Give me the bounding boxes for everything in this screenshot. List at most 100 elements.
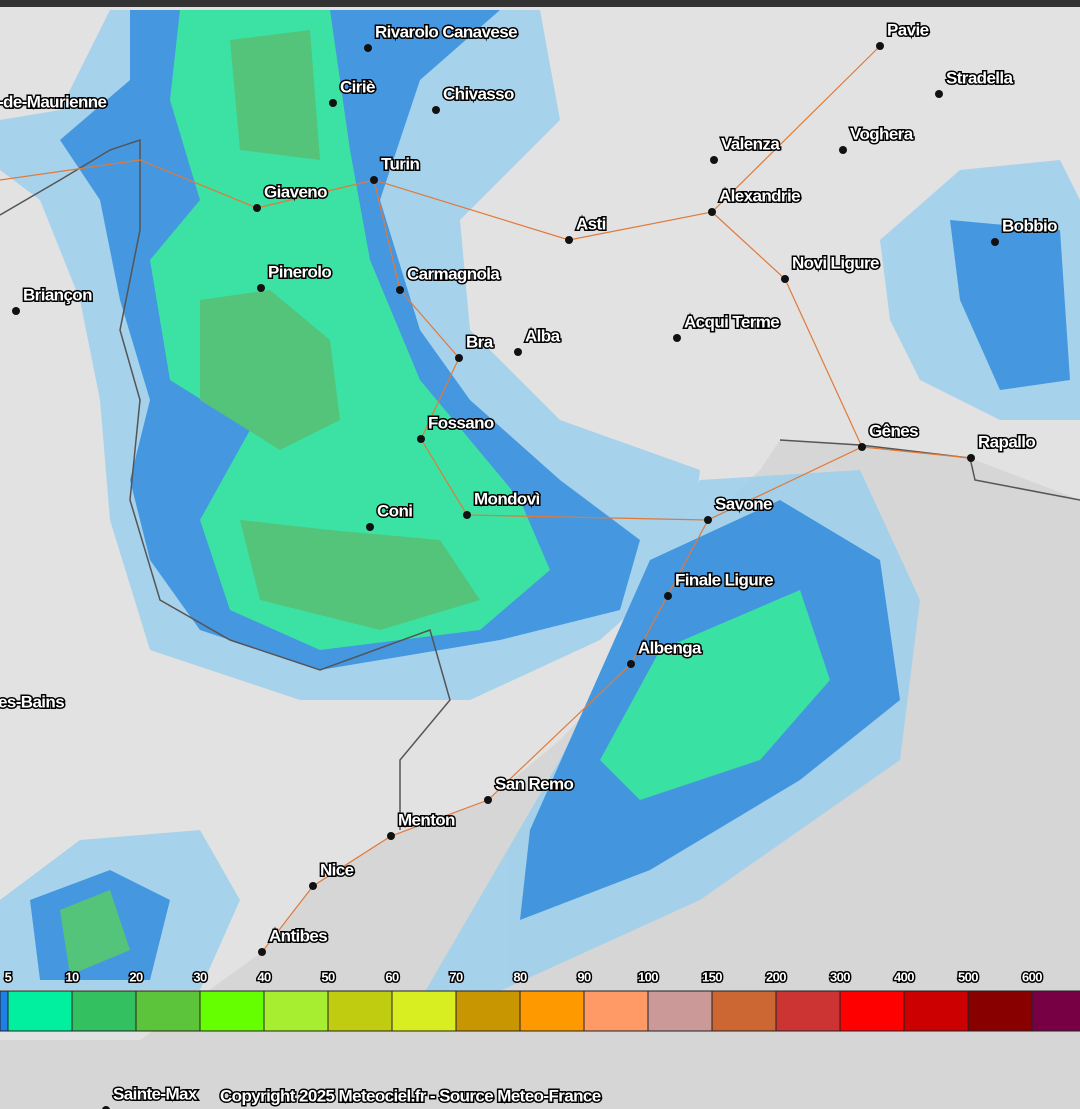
legend-label: 40 — [257, 969, 271, 984]
city-label: Nice — [320, 860, 354, 879]
legend-swatch — [199, 990, 265, 1032]
city-dot — [627, 660, 635, 668]
city-label: Finale Ligure — [675, 570, 773, 589]
city-label: San Remo — [495, 774, 574, 793]
legend-swatch — [647, 990, 713, 1032]
legend-label: 400 — [894, 969, 914, 984]
copyright: Copyright 2025 Meteociel.fr - Source Met… — [220, 1086, 601, 1105]
city-dot — [366, 523, 374, 531]
legend-swatch — [135, 990, 201, 1032]
precipitation — [0, 10, 1080, 1000]
legend-swatch — [1031, 990, 1080, 1032]
city-label: Chivasso — [443, 84, 514, 103]
city-dot — [876, 42, 884, 50]
city-label: Briançon — [23, 285, 92, 304]
legend-label: 50 — [321, 969, 335, 984]
legend-swatch — [71, 990, 137, 1032]
city-dot — [396, 286, 404, 294]
legend-swatch — [519, 990, 585, 1032]
city-dot — [12, 307, 20, 315]
cities: Rivarolo Canavese Ciriè Chivasso Turin Giave… — [0, 19, 1059, 1109]
city-label: Voghera — [850, 124, 914, 143]
city-dot — [309, 882, 317, 890]
city-label: Sainte-Max — [113, 1084, 198, 1103]
city-label: Ciriè — [340, 77, 375, 96]
legend-label: 80 — [513, 969, 527, 984]
city-dot — [991, 238, 999, 246]
city-dot — [935, 90, 943, 98]
city-dot — [565, 236, 573, 244]
city-label: Coni — [377, 501, 412, 520]
legend-label: 5 — [5, 969, 12, 984]
city-label: Acqui Terme — [684, 312, 779, 331]
city-label: Alba — [525, 326, 561, 345]
legend-swatch — [263, 990, 329, 1032]
city-label: Antibes — [269, 926, 327, 945]
city-label: Turin — [381, 154, 419, 173]
legend-swatch — [775, 990, 841, 1032]
legend-label: 300 — [830, 969, 850, 984]
city-label: Rivarolo Canavese — [375, 22, 517, 41]
city-dot — [514, 348, 522, 356]
city-dot — [329, 99, 337, 107]
city-label: Pavie — [887, 20, 929, 39]
legend-label: 600 — [1022, 969, 1042, 984]
city-dot — [387, 832, 395, 840]
city-dot — [258, 948, 266, 956]
city-label: -de-Maurienne — [0, 92, 107, 111]
legend-label: 200 — [766, 969, 786, 984]
city-dot — [455, 354, 463, 362]
legend-label: 10 — [65, 969, 79, 984]
city-label: Fossano — [428, 413, 494, 432]
legend-label: 90 — [577, 969, 591, 984]
city-label: Savone — [715, 494, 772, 513]
city-dot — [673, 334, 681, 342]
city-label: Gênes — [869, 421, 918, 440]
legend-swatch — [711, 990, 777, 1032]
legend-label: 150 — [702, 969, 722, 984]
city-dot — [664, 592, 672, 600]
city-label: Bobbio — [1002, 216, 1057, 235]
city-dot — [708, 208, 716, 216]
city-label: Rapallo — [978, 432, 1035, 451]
legend-swatch — [391, 990, 457, 1032]
city-dot — [967, 454, 975, 462]
city-dot — [781, 275, 789, 283]
city-label: Albenga — [638, 638, 702, 657]
legend-label: 60 — [385, 969, 399, 984]
city-dot — [370, 176, 378, 184]
legend-label: 70 — [449, 969, 463, 984]
city-label: Giaveno — [264, 182, 327, 201]
city-label: Mondovì — [474, 489, 540, 508]
top-bar — [0, 0, 1080, 7]
city-label: Menton — [398, 810, 455, 829]
city-dot — [432, 106, 440, 114]
city-label: Valenza — [721, 134, 780, 153]
city-dot — [710, 156, 718, 164]
city-dot — [858, 443, 866, 451]
legend-label: 30 — [193, 969, 207, 984]
legend-swatch — [327, 990, 393, 1032]
city-dot — [839, 146, 847, 154]
city-label: es-Bains — [0, 692, 64, 711]
legend-swatch — [839, 990, 905, 1032]
city-label: Bra — [466, 332, 494, 351]
legend-swatch — [583, 990, 649, 1032]
legend-swatch — [0, 990, 9, 1032]
city-dot — [102, 1106, 110, 1109]
legend-label: 100 — [638, 969, 658, 984]
city-dot — [704, 516, 712, 524]
legend: 5 10 20 30 40 50 60 70 80 90 100 150 200 300 400 500 600 — [0, 968, 1080, 1032]
city-dot — [364, 44, 372, 52]
city-label: Asti — [576, 214, 606, 233]
city-label: Pinerolo — [268, 262, 331, 281]
legend-label: 20 — [129, 969, 143, 984]
city-label: Stradella — [946, 68, 1014, 87]
city-dot — [257, 284, 265, 292]
city-dot — [463, 511, 471, 519]
city-dot — [417, 435, 425, 443]
city-dot — [484, 796, 492, 804]
city-label: Alexandrie — [719, 186, 800, 205]
legend-label: 500 — [958, 969, 978, 984]
